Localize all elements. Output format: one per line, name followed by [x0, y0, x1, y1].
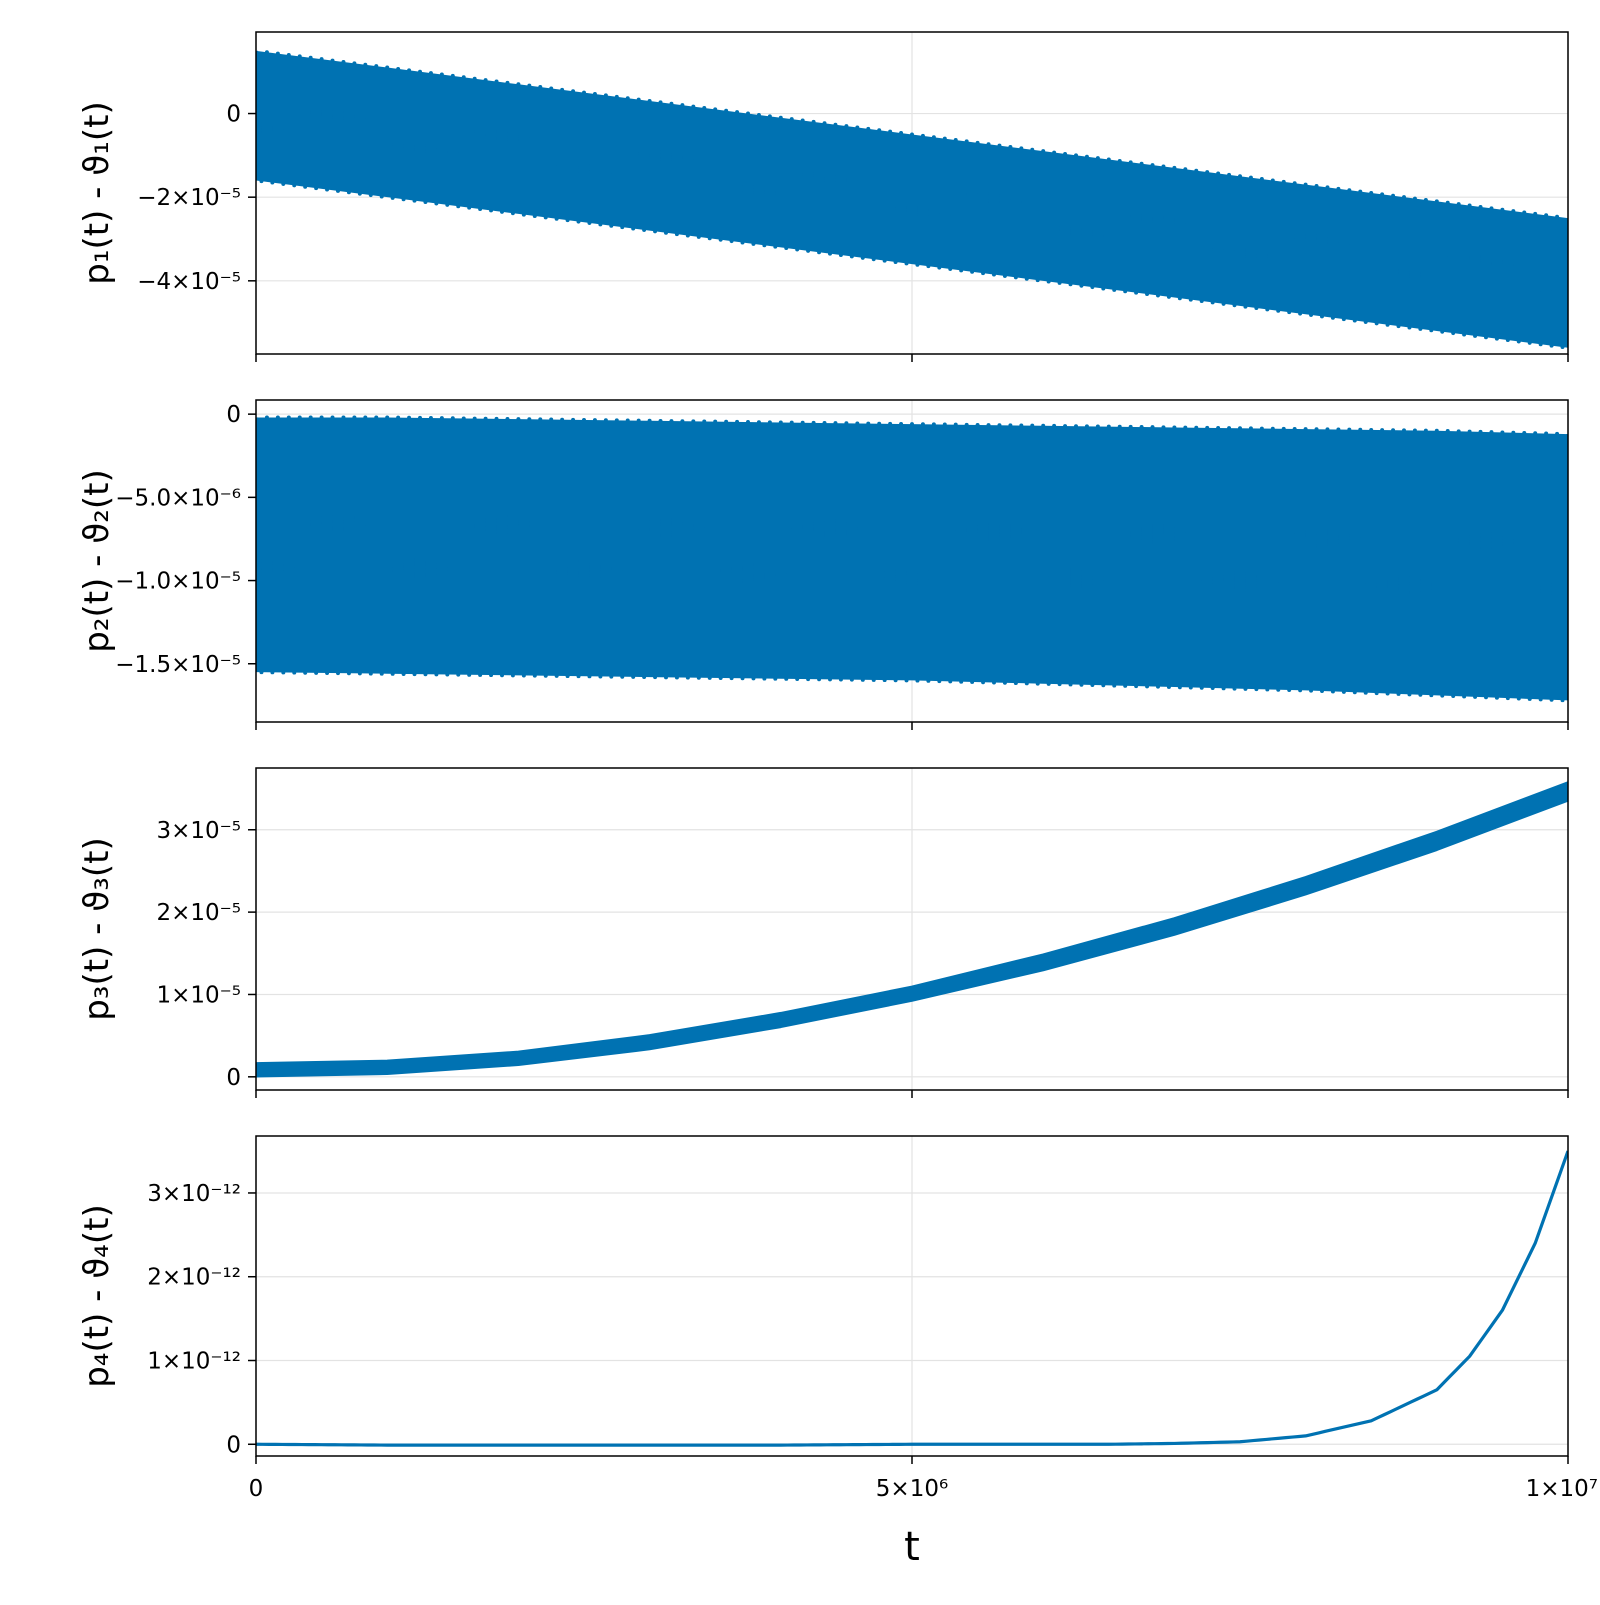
x-tick-label: 1×10⁷	[1526, 1476, 1598, 1502]
y-tick-label: 1×10⁻¹²	[147, 1349, 241, 1375]
subplot-4: 0 1×10⁻¹² 2×10⁻¹² 3×10⁻¹² p₄(t) - ϑ₄(t)	[77, 1135, 1569, 1464]
y-tick-label: 0	[226, 102, 241, 128]
x-tick-label: 5×10⁶	[876, 1476, 948, 1502]
y-axis-label: p₁(t) - ϑ₁(t)	[77, 101, 117, 285]
y-tick-label: 0	[226, 402, 241, 428]
x-axis-title: t	[904, 1524, 920, 1570]
y-tick-label: 2×10⁻⁵	[156, 900, 241, 926]
series-band	[256, 781, 1568, 1078]
series-group	[256, 50, 1568, 350]
x-tick-label: 0	[249, 1476, 264, 1502]
subplot-3: 0 1×10⁻⁵ 2×10⁻⁵ 3×10⁻⁵ p₃(t) - ϑ₃(t)	[77, 767, 1569, 1098]
y-axis-label: p₃(t) - ϑ₃(t)	[77, 837, 117, 1021]
y-tick-label: 1×10⁻⁵	[156, 982, 241, 1008]
y-tick-label: −1.5×10⁻⁵	[115, 652, 241, 678]
y-axis-label: p₄(t) - ϑ₄(t)	[77, 1204, 117, 1388]
y-tick-label: −4×10⁻⁵	[137, 269, 241, 295]
y-tick-label: 3×10⁻⁵	[156, 818, 241, 844]
series-group	[256, 415, 1568, 703]
y-tick-label: −2×10⁻⁵	[137, 185, 241, 211]
y-tick-label: 0	[226, 1065, 241, 1091]
series-line	[256, 415, 1568, 703]
y-tick-label: 3×10⁻¹²	[147, 1181, 241, 1207]
y-tick-label: 2×10⁻¹²	[147, 1265, 241, 1291]
y-tick-label: −5.0×10⁻⁶	[115, 485, 241, 511]
subplot-2: 0 −5.0×10⁻⁶ −1.0×10⁻⁵ −1.5×10⁻⁵p₂(t) - ϑ₂(t…	[77, 399, 1569, 730]
series-line	[256, 1150, 1568, 1447]
series-group	[256, 1150, 1568, 1447]
series-line	[256, 50, 1568, 350]
y-tick-label: −1.0×10⁻⁵	[115, 569, 241, 595]
y-axis-label: p₂(t) - ϑ₂(t)	[77, 469, 117, 653]
y-tick-label: 0	[226, 1432, 241, 1458]
series-group	[256, 781, 1568, 1078]
subplot-1: 0 −2×10⁻⁵ −4×10⁻⁵ p₁(t) - ϑ₁(t)	[77, 31, 1569, 362]
